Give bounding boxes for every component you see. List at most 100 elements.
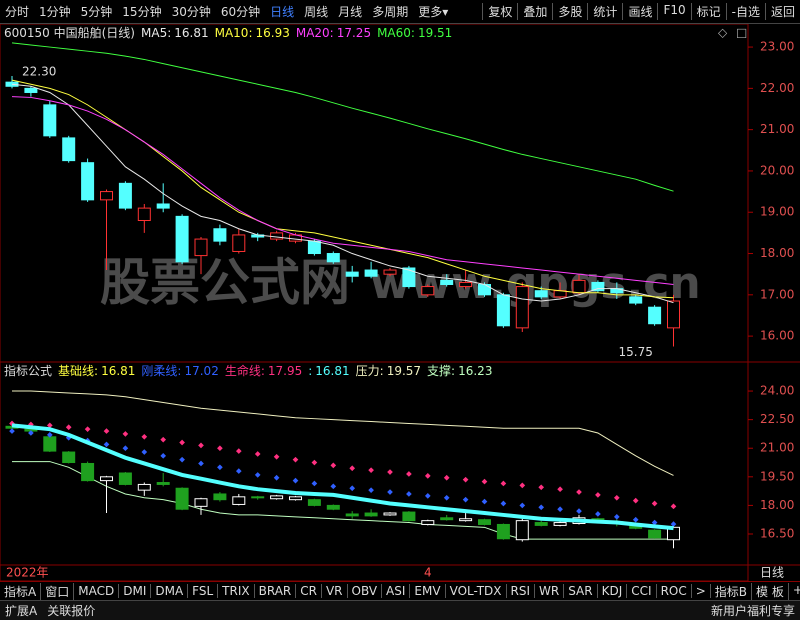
- candle-body: [213, 228, 227, 242]
- period-tab[interactable]: 30分钟: [171, 5, 211, 19]
- indicator-tab[interactable]: WR: [535, 584, 565, 598]
- watermark: 股票公式网: [100, 254, 350, 312]
- period-tab[interactable]: 60分钟: [220, 5, 261, 19]
- candle-body: [118, 182, 132, 209]
- tool-button[interactable]: 多股: [552, 3, 587, 20]
- indicator-tab[interactable]: DMA: [151, 584, 189, 598]
- period-tab[interactable]: 15分钟: [122, 5, 162, 19]
- promo[interactable]: 新用户福利专享: [710, 604, 795, 618]
- legend: 指标公式 基础线: 16.81 刚柔线: 17.02 生命线: 17.95:16.81 压力:…: [4, 363, 492, 378]
- indicator-tab[interactable]: KDJ: [598, 584, 628, 598]
- tool-button[interactable]: 画线: [622, 3, 657, 20]
- candle-body: [100, 476, 113, 482]
- indicator-tab[interactable]: +: [789, 583, 800, 600]
- indicator-tab[interactable]: CR: [296, 584, 322, 598]
- dot: [557, 486, 563, 493]
- period-tab[interactable]: 多周期: [372, 5, 409, 19]
- footer-tab[interactable]: 扩展A: [5, 604, 38, 618]
- tool-button[interactable]: 叠加: [517, 3, 552, 20]
- dot: [557, 506, 563, 513]
- period-tab[interactable]: 日线: [270, 5, 295, 19]
- candle-body: [534, 290, 548, 298]
- legend-name: MA20:: [296, 26, 334, 40]
- dot: [368, 487, 374, 493]
- candle-body: [24, 87, 38, 93]
- candle-body: [515, 520, 529, 541]
- candle-body: [175, 487, 189, 510]
- tool-button[interactable]: F10: [657, 3, 690, 20]
- candle-body: [648, 306, 662, 325]
- tool-button[interactable]: 标记: [690, 3, 726, 20]
- legend-value: 17.25: [337, 26, 371, 40]
- period-tab[interactable]: 月线: [338, 5, 363, 19]
- indicator-tab[interactable]: DMI: [119, 584, 152, 598]
- candle-body: [496, 523, 510, 540]
- dot: [595, 492, 601, 498]
- indicator-tab[interactable]: ROC: [657, 584, 692, 598]
- legend-value: 16.81: [315, 364, 349, 378]
- candle-body: [667, 300, 680, 329]
- tool-button[interactable]: -自选: [725, 3, 765, 20]
- legend-value: 19.51: [418, 26, 452, 40]
- tool-button[interactable]: 统计: [587, 3, 622, 20]
- period-tab[interactable]: 分时: [5, 5, 30, 19]
- candle-body: [534, 522, 548, 526]
- indicator-tab[interactable]: BRAR: [255, 584, 297, 598]
- indicator-tab[interactable]: TRIX: [218, 584, 255, 598]
- indicator-tab[interactable]: OBV: [348, 584, 383, 598]
- candle-body: [383, 269, 397, 275]
- indicator-tab[interactable]: RSI: [507, 584, 536, 598]
- dot: [538, 504, 545, 511]
- line: [11, 96, 674, 285]
- chart: ◇ □ 2022年 4 日线 股票公式网 www.gpgs.cn 23.00 22.0…: [0, 24, 800, 581]
- indicator-tab[interactable]: SAR: [564, 584, 598, 598]
- indicator-tab[interactable]: VOL-TDX: [446, 584, 507, 598]
- candle-body: [175, 215, 189, 263]
- indicator-tab[interactable]: 窗口: [41, 582, 75, 600]
- candle-body: [289, 496, 302, 501]
- candle-body: [137, 207, 151, 221]
- dot: [254, 451, 261, 457]
- legend-value: 16.93: [255, 26, 289, 40]
- icon[interactable]: □: [736, 26, 747, 40]
- period-tab[interactable]: 5分钟: [80, 5, 113, 19]
- dot: [311, 480, 318, 487]
- period-label: 日线: [760, 566, 784, 580]
- indicator-tab[interactable]: CCI: [627, 584, 657, 598]
- dot: [292, 477, 299, 484]
- indicator-tab[interactable]: MACD: [74, 584, 120, 598]
- dot: [462, 496, 469, 503]
- indicator-tab[interactable]: FSL: [188, 584, 219, 598]
- dot: [387, 489, 393, 495]
- period-tab[interactable]: 周线: [304, 5, 329, 19]
- dot: [141, 449, 148, 455]
- tool-button[interactable]: 复权: [482, 3, 517, 20]
- legend-value: 16.81: [101, 364, 135, 378]
- indicator-tab[interactable]: 模 板: [752, 582, 789, 600]
- indicator-tab[interactable]: 指标B: [711, 582, 753, 600]
- candle-body: [515, 286, 529, 329]
- toolbar-right: 复权 叠加 多股 统计 画线 F10 标记 -自选 返回: [482, 3, 800, 20]
- dot: [406, 491, 412, 497]
- indicator-tab[interactable]: ASI: [382, 584, 411, 598]
- period-tab[interactable]: 更多▾: [418, 5, 449, 19]
- y-tick-label: 17.00: [760, 287, 794, 301]
- indicator-tab[interactable]: >: [692, 584, 711, 598]
- dot: [235, 448, 242, 454]
- tool-button[interactable]: 返回: [764, 3, 800, 20]
- dot: [481, 478, 488, 485]
- indicator-tab[interactable]: VR: [322, 584, 348, 598]
- candle-body: [156, 203, 170, 209]
- y-tick-label: 19.00: [760, 205, 794, 219]
- toolbar: 分时 1分钟 5分钟 15分钟 30分钟 60分钟 日线 周线 月线 多周期 更多▾ 复权 叠加 多股 统计…: [0, 0, 800, 24]
- legend-value: 16.23: [458, 364, 492, 378]
- period-tab[interactable]: 1分钟: [39, 5, 71, 19]
- y-tick-label: 18.00: [760, 498, 794, 512]
- min-label: 15.75: [619, 345, 653, 359]
- candle-body: [232, 234, 246, 252]
- indicator-tab[interactable]: EMV: [410, 584, 446, 598]
- footer-tab[interactable]: 关联报价: [47, 604, 96, 618]
- indicator-tab[interactable]: 指标A: [0, 582, 42, 600]
- icon[interactable]: ◇: [718, 26, 728, 40]
